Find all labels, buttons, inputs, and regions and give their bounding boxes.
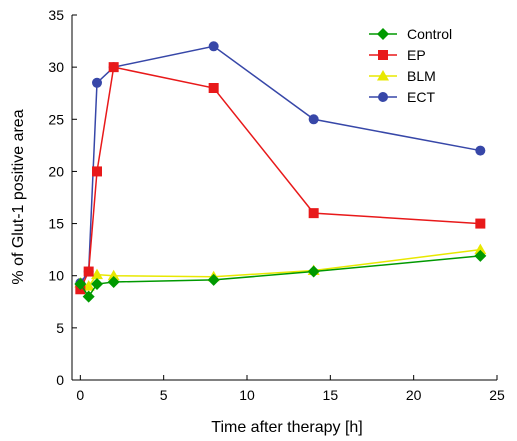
legend-label: Control: [407, 26, 452, 42]
y-tick-label: 20: [48, 163, 64, 179]
series-blm: [74, 243, 487, 291]
legend-swatch-marker: [378, 50, 388, 60]
data-point-control: [474, 249, 487, 262]
series-control: [74, 249, 487, 303]
data-point-blm: [82, 280, 95, 291]
data-point-control: [207, 273, 220, 286]
data-point-control: [307, 265, 320, 278]
x-axis-title: Time after therapy [h]: [211, 419, 362, 436]
x-tick-label: 5: [160, 387, 168, 403]
data-point-ep: [92, 166, 102, 177]
y-ticks: 0 5 10 15 20 25 30 35: [48, 7, 77, 388]
legend-label: EP: [407, 47, 426, 63]
x-tick-label: 15: [323, 387, 339, 403]
series-layer: [74, 41, 487, 303]
legend-item-control: Control: [369, 26, 452, 42]
data-point-ep: [83, 266, 94, 277]
y-tick-label: 0: [56, 372, 64, 388]
plot-area: [71, 15, 497, 381]
legend-item-ep: EP: [369, 47, 426, 63]
data-point-ect: [308, 114, 319, 125]
x-tick-label: 10: [239, 387, 255, 403]
y-tick-label: 10: [48, 268, 64, 284]
legend-swatch-marker: [378, 92, 388, 102]
data-point-ect: [92, 77, 102, 88]
x-tick-label: 25: [489, 387, 505, 403]
data-point-ep: [475, 218, 486, 229]
data-point-blm: [91, 268, 103, 280]
y-tick-label: 15: [48, 216, 64, 232]
data-point-blm: [107, 269, 120, 281]
legend-swatch-marker: [377, 70, 389, 81]
data-point-control: [107, 275, 120, 288]
legend: Control EP BLM ECT: [369, 26, 452, 105]
legend-label: ECT: [407, 89, 435, 105]
data-point-control: [91, 278, 103, 291]
data-point-blm: [474, 243, 487, 255]
data-point-ect: [475, 145, 486, 156]
data-point-ep: [308, 208, 319, 219]
data-point-ep: [208, 83, 219, 93]
y-tick-label: 30: [48, 59, 64, 75]
x-tick-label: 0: [76, 387, 84, 403]
data-point-control: [82, 290, 95, 303]
legend-swatch-marker: [377, 28, 389, 40]
legend-item-ect: ECT: [369, 89, 435, 105]
x-ticks: 0 5 10 15 20 25: [76, 375, 505, 403]
y-tick-label: 25: [48, 111, 64, 127]
data-point-ect: [208, 41, 219, 52]
y-tick-label: 5: [56, 320, 64, 336]
data-point-ep: [108, 62, 119, 73]
data-point-control: [74, 278, 87, 291]
legend-item-blm: BLM: [369, 68, 436, 84]
y-tick-label: 35: [48, 7, 64, 23]
legend-label: BLM: [407, 68, 436, 84]
x-tick-label: 20: [406, 387, 422, 403]
y-axis-title: % of Glut-1 positive area: [10, 109, 27, 284]
